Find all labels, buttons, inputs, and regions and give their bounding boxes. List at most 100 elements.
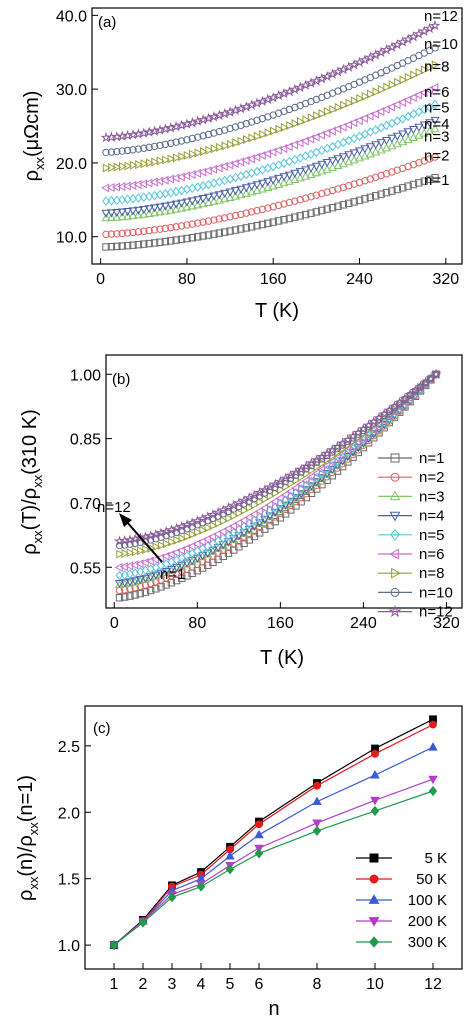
panel-a-ylabel-sub: xx [32,157,47,171]
data-point [301,194,310,202]
data-point [207,508,219,520]
data-point [403,95,412,105]
data-point [140,574,150,583]
data-point [409,180,418,189]
data-point [133,206,143,215]
data-point [302,465,311,473]
data-point [145,143,153,152]
series-line [113,724,434,946]
data-point [135,576,145,585]
data-point [214,518,223,528]
data-point [340,100,349,110]
data-point [131,547,140,557]
legend-marker [389,511,401,522]
data-point [404,182,412,190]
panel-b-legend: n=1 n=2 n=3 n=4 n=5 n=6 n=8 n=10 n=12 [378,450,453,621]
x-tick-label: 240 [350,615,377,632]
data-point [107,230,116,238]
data-point [429,19,441,31]
legend-label: 300 K [408,934,447,951]
data-point [209,521,218,531]
data-point [296,490,306,499]
data-point [296,212,304,220]
data-point [375,415,383,423]
data-point [187,541,196,551]
data-point [225,850,235,860]
data-point [396,399,404,408]
data-point [431,44,439,52]
data-point [387,134,397,143]
data-point [248,133,257,143]
data-point [307,209,315,217]
data-point [285,486,294,497]
data-point [311,132,320,142]
data-point [370,49,382,60]
data-point [301,210,310,219]
series-label: n=1 [424,172,449,189]
data-point [249,522,259,531]
data-point [255,820,263,829]
panel-b-ylabel: ρxx(T)/ρxx(310 K) [19,409,45,554]
data-point [208,532,217,542]
data-point [193,196,203,205]
data-point [345,182,353,190]
series-label: n=5 [424,100,449,117]
data-point [375,46,387,58]
data-point [279,143,288,154]
legend-marker [369,853,379,863]
legend-item: 100 K [356,892,447,909]
data-point [323,205,331,213]
data-point [188,220,197,228]
data-point [236,190,246,199]
x-tick-label: 2 [139,976,148,993]
arrow-label-end: n=12 [97,499,131,516]
legend-item: n=10 [378,584,453,601]
data-point [311,468,320,478]
legend-item: n=3 [378,488,444,505]
data-point [266,521,274,530]
data-point [199,132,207,140]
data-point [267,91,279,103]
data-point [209,178,218,188]
data-point [252,185,262,194]
legend-marker [389,548,399,560]
data-point [257,179,267,188]
data-point [183,234,191,243]
data-point [126,592,134,600]
data-point [102,243,110,251]
data-point [354,153,365,162]
data-point [339,201,348,209]
series-5 K [110,715,437,949]
data-point [273,89,285,101]
data-point [247,182,257,191]
data-point [380,44,392,55]
data-point [284,171,294,180]
data-point [322,164,332,173]
data-point [167,223,175,232]
panel-a-series [100,19,441,251]
data-point [220,194,230,203]
data-point [269,203,277,211]
data-point [138,917,148,928]
data-point [419,121,429,130]
legend-label: n=1 [419,450,444,467]
data-point [167,154,176,164]
panel-a-ylabel-rest: (μΩcm) [21,91,43,157]
data-point [107,148,116,156]
data-point [312,208,321,216]
data-point [254,829,264,839]
data-point [119,162,128,172]
data-point [306,164,316,173]
panel-b-series [113,368,442,602]
data-point [133,210,143,219]
data-point [172,153,182,163]
data-point [112,212,122,221]
legend-marker [390,472,400,482]
data-point [307,113,316,123]
data-point [361,195,369,203]
data-point [177,222,186,230]
panel-b-frame [105,354,463,609]
series-300 K [109,786,438,951]
data-point [183,531,192,541]
data-point [123,211,133,220]
